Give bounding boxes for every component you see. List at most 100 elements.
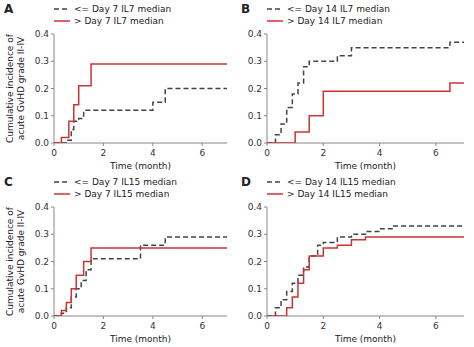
x-tick-label: 2 — [320, 321, 326, 331]
y-tick — [51, 61, 54, 62]
step-line — [267, 237, 464, 316]
figure: A 0 2 4 6 0.0 0.1 0.2 0.3 0.4 Time (month) Cumulati… — [0, 0, 474, 347]
x-tick — [379, 316, 380, 319]
legend-label: > Day 7 IL15 median — [74, 189, 169, 199]
x-tick-label: 6 — [433, 321, 439, 331]
y-tick-label: 0.3 — [248, 56, 262, 66]
y-tick — [51, 143, 54, 144]
y-tick-label: 0.4 — [248, 202, 263, 212]
step-line — [267, 83, 464, 143]
y-tick-label: 0.4 — [35, 29, 50, 39]
x-axis-line — [54, 316, 227, 317]
x-tick-label: 0 — [51, 321, 57, 331]
legend-label: <= Day 14 IL7 median — [287, 4, 390, 14]
x-axis-label: Time (month) — [109, 161, 171, 171]
x-axis-line — [267, 316, 464, 317]
plot-area — [267, 42, 464, 143]
x-axis-label: Time (month) — [334, 334, 396, 344]
y-tick — [51, 207, 54, 208]
legend-label: <= Day 7 IL7 median — [74, 4, 171, 14]
y-tick — [264, 88, 267, 89]
legend-label: > Day 14 IL7 median — [287, 16, 382, 26]
x-tick-label: 4 — [150, 321, 156, 331]
y-tick-label: 0.1 — [35, 111, 49, 121]
panel: B 0 2 4 6 0.0 0.1 0.2 0.3 0.4 Time (month) <= Day 1… — [241, 2, 464, 171]
step-line — [54, 248, 227, 316]
y-tick — [264, 316, 267, 317]
step-line — [54, 89, 227, 144]
x-tick — [103, 316, 104, 319]
y-axis-label: Cumulative incidence ofacute GvHD grade … — [5, 33, 26, 143]
x-tick — [152, 143, 153, 146]
x-axis-line — [54, 143, 227, 144]
y-tick-label: 0.0 — [248, 138, 263, 148]
x-tick-label: 6 — [199, 148, 205, 158]
legend-swatch — [54, 193, 70, 195]
panel: A02460.00.10.20.30.4Time (month)Cumulati… — [4, 2, 227, 171]
x-axis-label: Time (month) — [109, 334, 171, 344]
x-tick-label: 0 — [51, 148, 57, 158]
y-axis-label-line: Cumulative incidence of — [5, 33, 15, 143]
y-tick-label: 0.2 — [35, 257, 49, 267]
panel-label: B — [241, 2, 250, 16]
y-tick — [264, 207, 267, 208]
y-tick — [264, 234, 267, 235]
y-tick — [51, 88, 54, 89]
x-tick-label: 0 — [264, 148, 270, 158]
step-line — [267, 226, 464, 316]
y-tick — [264, 143, 267, 144]
legend-label: <= Day 7 IL15 median — [74, 177, 177, 187]
y-axis-label-line: Cumulative incidence of — [5, 206, 15, 316]
y-tick-label: 0.2 — [248, 257, 262, 267]
x-tick-label: 4 — [150, 148, 156, 158]
y-tick — [51, 115, 54, 116]
legend-label: > Day 7 IL7 median — [74, 16, 164, 26]
y-tick-label: 0.0 — [248, 311, 263, 321]
plot-area — [267, 226, 464, 316]
y-tick — [51, 316, 54, 317]
x-tick — [202, 143, 203, 146]
x-tick-label: 2 — [101, 148, 107, 158]
y-tick-label: 0.0 — [35, 311, 50, 321]
y-tick-label: 0.1 — [248, 284, 262, 294]
y-axis-label-line: acute GvHD grade II-IV — [16, 36, 26, 140]
y-axis-label-line: acute GvHD grade II-IV — [16, 209, 26, 313]
panel-label: A — [4, 2, 14, 16]
x-tick — [323, 316, 324, 319]
legend-swatch — [267, 193, 283, 195]
legend-swatch — [54, 181, 70, 183]
x-tick-label: 2 — [320, 148, 326, 158]
step-line — [267, 42, 464, 143]
y-tick — [264, 288, 267, 289]
panel-label: D — [241, 175, 251, 189]
panel: C02460.00.10.20.30.4Time (month)Cumulati… — [4, 175, 227, 344]
y-tick-label: 0.1 — [248, 111, 262, 121]
x-tick — [379, 143, 380, 146]
panel: D 0 2 4 6 0.0 0.1 0.2 0.3 0.4 Time (month) <= Day 1… — [241, 175, 464, 344]
legend-swatch — [267, 8, 283, 10]
x-tick-label: 0 — [264, 321, 270, 331]
y-tick-label: 0.3 — [248, 229, 262, 239]
plot-area — [54, 64, 227, 143]
legend-swatch — [267, 20, 283, 22]
legend-label: <= Day 14 IL15 median — [287, 177, 396, 187]
y-axis-label: Cumulative incidence ofacute GvHD grade … — [5, 206, 26, 316]
y-tick — [264, 261, 267, 262]
x-tick-label: 6 — [433, 148, 439, 158]
x-tick-label: 4 — [377, 148, 383, 158]
y-tick-label: 0.3 — [35, 229, 49, 239]
y-tick-label: 0.4 — [35, 202, 50, 212]
y-tick — [51, 234, 54, 235]
x-tick-label: 4 — [377, 321, 383, 331]
legend-swatch — [54, 8, 70, 10]
panel-label: C — [4, 175, 13, 189]
x-tick-label: 6 — [199, 321, 205, 331]
legend: <= Day 7 IL7 median > Day 7 IL7 median — [54, 4, 171, 26]
step-line — [54, 237, 227, 316]
y-tick-label: 0.4 — [248, 29, 263, 39]
x-axis-label: Time (month) — [334, 161, 396, 171]
x-tick-label: 2 — [101, 321, 107, 331]
x-axis-line — [267, 143, 464, 144]
y-tick-label: 0.2 — [248, 84, 262, 94]
x-tick — [152, 316, 153, 319]
